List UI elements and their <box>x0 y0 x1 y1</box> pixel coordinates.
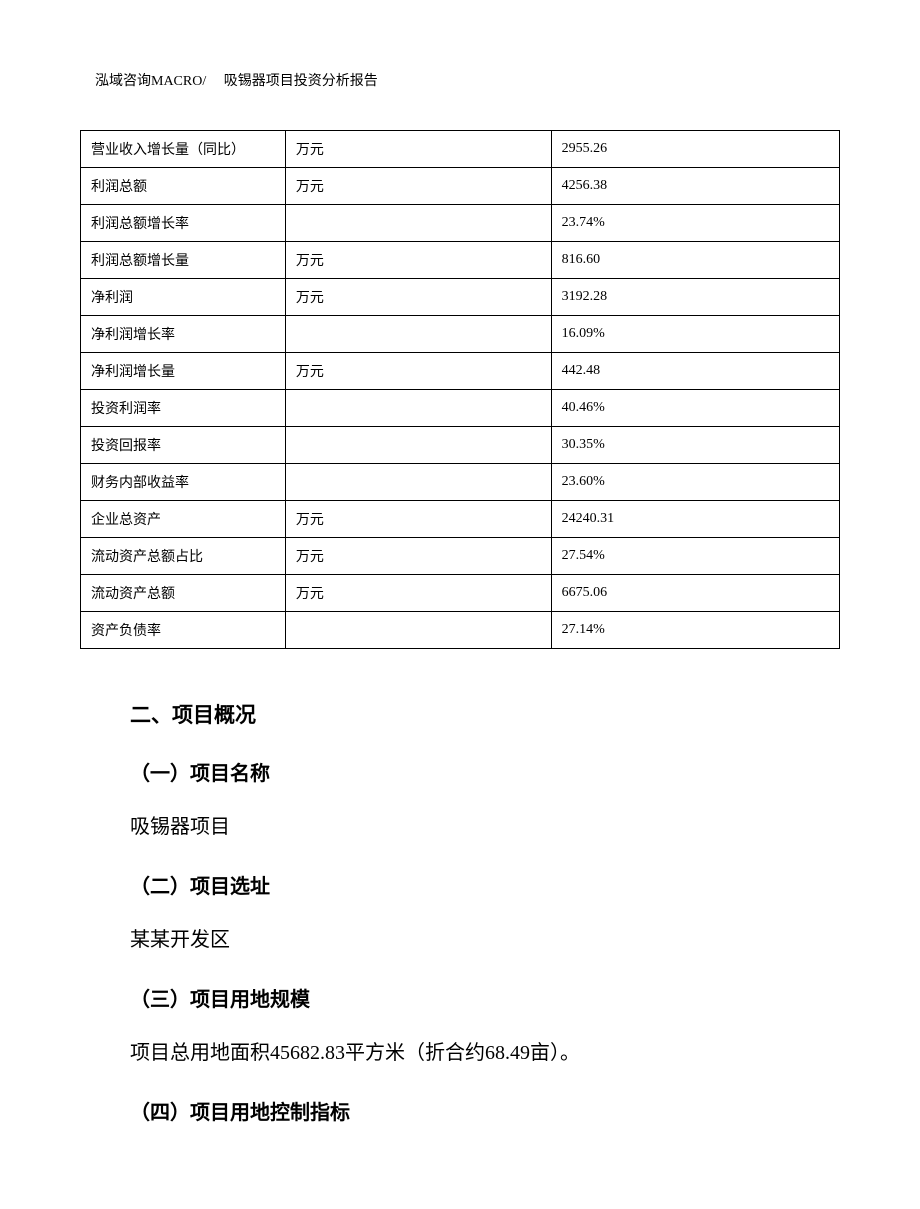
table-cell: 净利润 <box>81 279 286 316</box>
table-cell: 企业总资产 <box>81 501 286 538</box>
subsection-2-body: 某某开发区 <box>130 923 800 957</box>
table-cell: 万元 <box>285 168 551 205</box>
table-cell <box>285 612 551 649</box>
table-row: 利润总额增长量万元816.60 <box>81 242 840 279</box>
table-cell <box>285 205 551 242</box>
table-cell: 万元 <box>285 575 551 612</box>
table-cell: 利润总额增长率 <box>81 205 286 242</box>
table-cell <box>285 316 551 353</box>
table-cell <box>285 390 551 427</box>
table-row: 流动资产总额占比万元27.54% <box>81 538 840 575</box>
table-row: 资产负债率 27.14% <box>81 612 840 649</box>
table-cell: 6675.06 <box>551 575 839 612</box>
subsection-4-title: （四）项目用地控制指标 <box>130 1096 800 1125</box>
table-cell: 万元 <box>285 501 551 538</box>
table-cell: 442.48 <box>551 353 839 390</box>
table-cell: 资产负债率 <box>81 612 286 649</box>
subsection-1-title: （一）项目名称 <box>130 757 800 786</box>
table-cell: 万元 <box>285 538 551 575</box>
table-cell: 27.14% <box>551 612 839 649</box>
section-2-title: 二、项目概况 <box>130 699 800 729</box>
table-cell: 23.60% <box>551 464 839 501</box>
table-cell: 816.60 <box>551 242 839 279</box>
table-cell: 40.46% <box>551 390 839 427</box>
table-row: 流动资产总额万元6675.06 <box>81 575 840 612</box>
table-cell: 3192.28 <box>551 279 839 316</box>
table-cell: 净利润增长率 <box>81 316 286 353</box>
table-row: 利润总额增长率 23.74% <box>81 205 840 242</box>
table-row: 投资回报率 30.35% <box>81 427 840 464</box>
table-cell: 24240.31 <box>551 501 839 538</box>
table-row: 营业收入增长量（同比）万元2955.26 <box>81 131 840 168</box>
table-cell: 23.74% <box>551 205 839 242</box>
table-row: 净利润增长率 16.09% <box>81 316 840 353</box>
table-cell: 万元 <box>285 279 551 316</box>
table-row: 利润总额万元4256.38 <box>81 168 840 205</box>
table-row: 企业总资产万元24240.31 <box>81 501 840 538</box>
table-row: 投资利润率 40.46% <box>81 390 840 427</box>
subsection-3-body: 项目总用地面积45682.83平方米（折合约68.49亩）。 <box>130 1036 800 1070</box>
table-cell: 净利润增长量 <box>81 353 286 390</box>
table-cell: 投资利润率 <box>81 390 286 427</box>
financial-table: 营业收入增长量（同比）万元2955.26利润总额万元4256.38利润总额增长率… <box>80 130 840 649</box>
table-cell: 利润总额 <box>81 168 286 205</box>
table-cell: 万元 <box>285 131 551 168</box>
table-cell: 投资回报率 <box>81 427 286 464</box>
table-cell: 27.54% <box>551 538 839 575</box>
table-cell: 营业收入增长量（同比） <box>81 131 286 168</box>
table-cell: 万元 <box>285 242 551 279</box>
table-row: 净利润万元3192.28 <box>81 279 840 316</box>
table-cell: 万元 <box>285 353 551 390</box>
table-cell <box>285 427 551 464</box>
table-cell <box>285 464 551 501</box>
table-cell: 2955.26 <box>551 131 839 168</box>
table-cell: 财务内部收益率 <box>81 464 286 501</box>
table-cell: 流动资产总额占比 <box>81 538 286 575</box>
table-cell: 4256.38 <box>551 168 839 205</box>
table-cell: 30.35% <box>551 427 839 464</box>
table-cell: 流动资产总额 <box>81 575 286 612</box>
page-header: 泓域咨询MACRO/ 吸锡器项目投资分析报告 <box>95 70 840 90</box>
subsection-1-body: 吸锡器项目 <box>130 810 800 844</box>
table-cell: 16.09% <box>551 316 839 353</box>
table-row: 财务内部收益率 23.60% <box>81 464 840 501</box>
subsection-2-title: （二）项目选址 <box>130 870 800 899</box>
subsection-3-title: （三）项目用地规模 <box>130 983 800 1012</box>
table-cell: 利润总额增长量 <box>81 242 286 279</box>
table-row: 净利润增长量万元442.48 <box>81 353 840 390</box>
